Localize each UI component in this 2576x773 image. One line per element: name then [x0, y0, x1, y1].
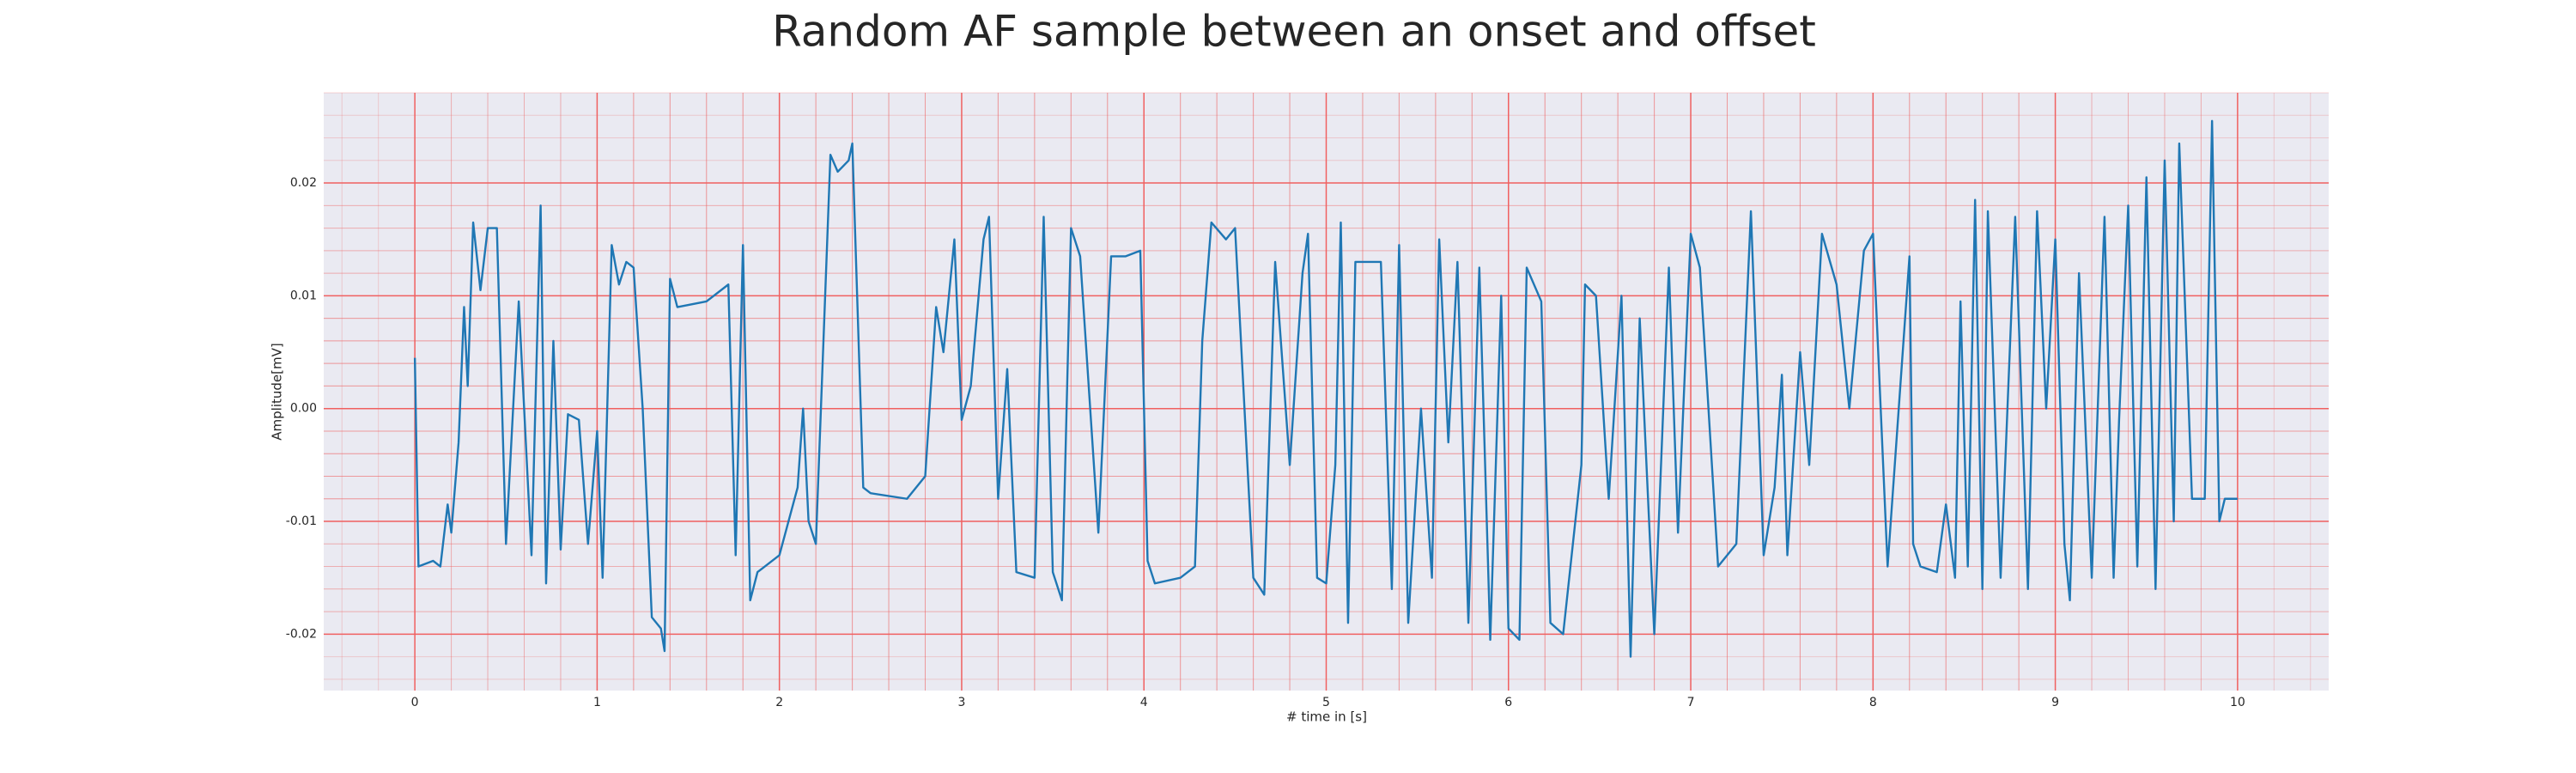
x-tick-label: 2	[775, 696, 783, 709]
y-tick-label: 0.00	[290, 402, 317, 416]
x-tick-label: 3	[957, 696, 965, 709]
x-tick-label: 9	[2051, 696, 2059, 709]
y-tick-label: -0.02	[286, 627, 317, 641]
x-tick-label: 10	[2230, 696, 2245, 709]
x-tick-label: 1	[593, 696, 601, 709]
signal-line	[413, 119, 2238, 658]
y-axis-label: Amplitude[mV]	[270, 343, 285, 440]
x-tick-label: 0	[411, 696, 419, 709]
x-tick-label: 8	[1869, 696, 1877, 709]
y-tick-label: 0.02	[290, 176, 317, 190]
y-tick-label: -0.01	[286, 514, 317, 528]
x-tick-label: 4	[1140, 696, 1148, 709]
x-tick-label: 5	[1322, 696, 1330, 709]
x-tick-label: 7	[1687, 696, 1695, 709]
x-tick-label: 6	[1504, 696, 1512, 709]
chart-title: Random AF sample between an onset and of…	[772, 7, 1816, 57]
y-tick-label: 0.01	[290, 289, 317, 302]
x-axis-label: # time in [s]	[1286, 709, 1367, 725]
